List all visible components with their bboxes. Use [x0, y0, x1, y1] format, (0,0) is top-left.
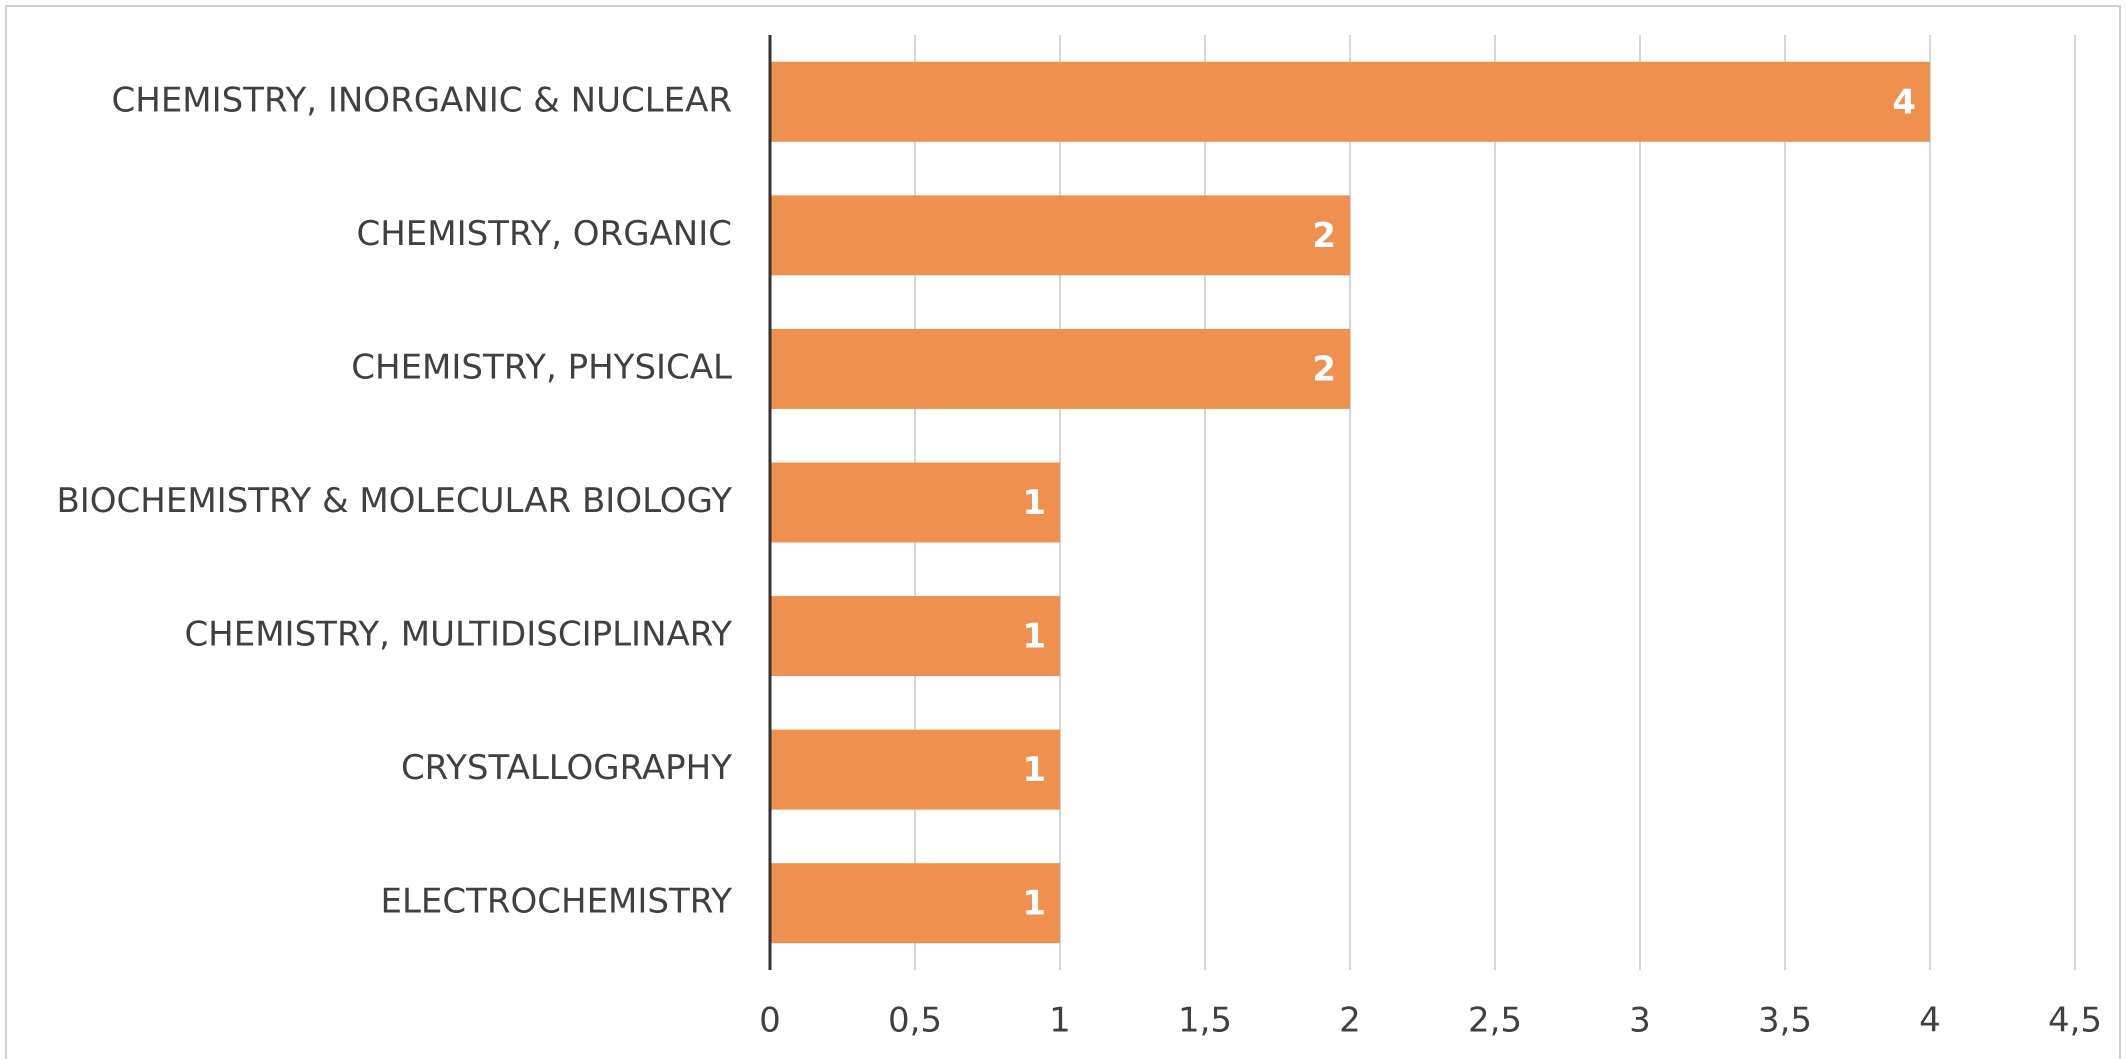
x-tick-label: 0	[759, 1001, 781, 1041]
x-tick-label: 1	[1049, 1001, 1071, 1041]
value-label: 1	[1022, 483, 1046, 523]
value-label: 2	[1312, 349, 1336, 389]
value-label: 1	[1022, 750, 1046, 790]
bar	[770, 328, 1350, 409]
bar	[770, 195, 1350, 276]
x-tick-label: 2,5	[1468, 1001, 1522, 1041]
chart-frame	[5, 5, 2121, 1059]
x-tick-label: 3,5	[1758, 1001, 1812, 1041]
bar	[770, 863, 1060, 944]
y-tick-label: BIOCHEMISTRY & MOLECULAR BIOLOGY	[56, 481, 732, 521]
value-label: 1	[1022, 617, 1046, 657]
y-tick-label: CHEMISTRY, ORGANIC	[356, 214, 732, 254]
x-tick-label: 2	[1339, 1001, 1361, 1041]
value-label: 4	[1892, 82, 1916, 122]
x-tick-label: 0,5	[888, 1001, 942, 1041]
y-tick-label: CHEMISTRY, PHYSICAL	[351, 347, 732, 387]
bar	[770, 729, 1060, 810]
y-tick-label: CHEMISTRY, INORGANIC & NUCLEAR	[112, 80, 732, 120]
x-tick-label: 4	[1919, 1001, 1941, 1041]
x-tick-label: 1,5	[1178, 1001, 1232, 1041]
bar	[770, 596, 1060, 677]
y-tick-label: CRYSTALLOGRAPHY	[401, 748, 732, 788]
y-tick-label: ELECTROCHEMISTRY	[380, 882, 732, 922]
x-tick-label: 3	[1629, 1001, 1651, 1041]
bar	[770, 462, 1060, 543]
value-label: 2	[1312, 216, 1336, 256]
bar	[770, 61, 1930, 142]
value-label: 1	[1022, 884, 1046, 924]
y-tick-label: CHEMISTRY, MULTIDISCIPLINARY	[184, 615, 732, 655]
x-tick-label: 4,5	[2048, 1001, 2102, 1041]
